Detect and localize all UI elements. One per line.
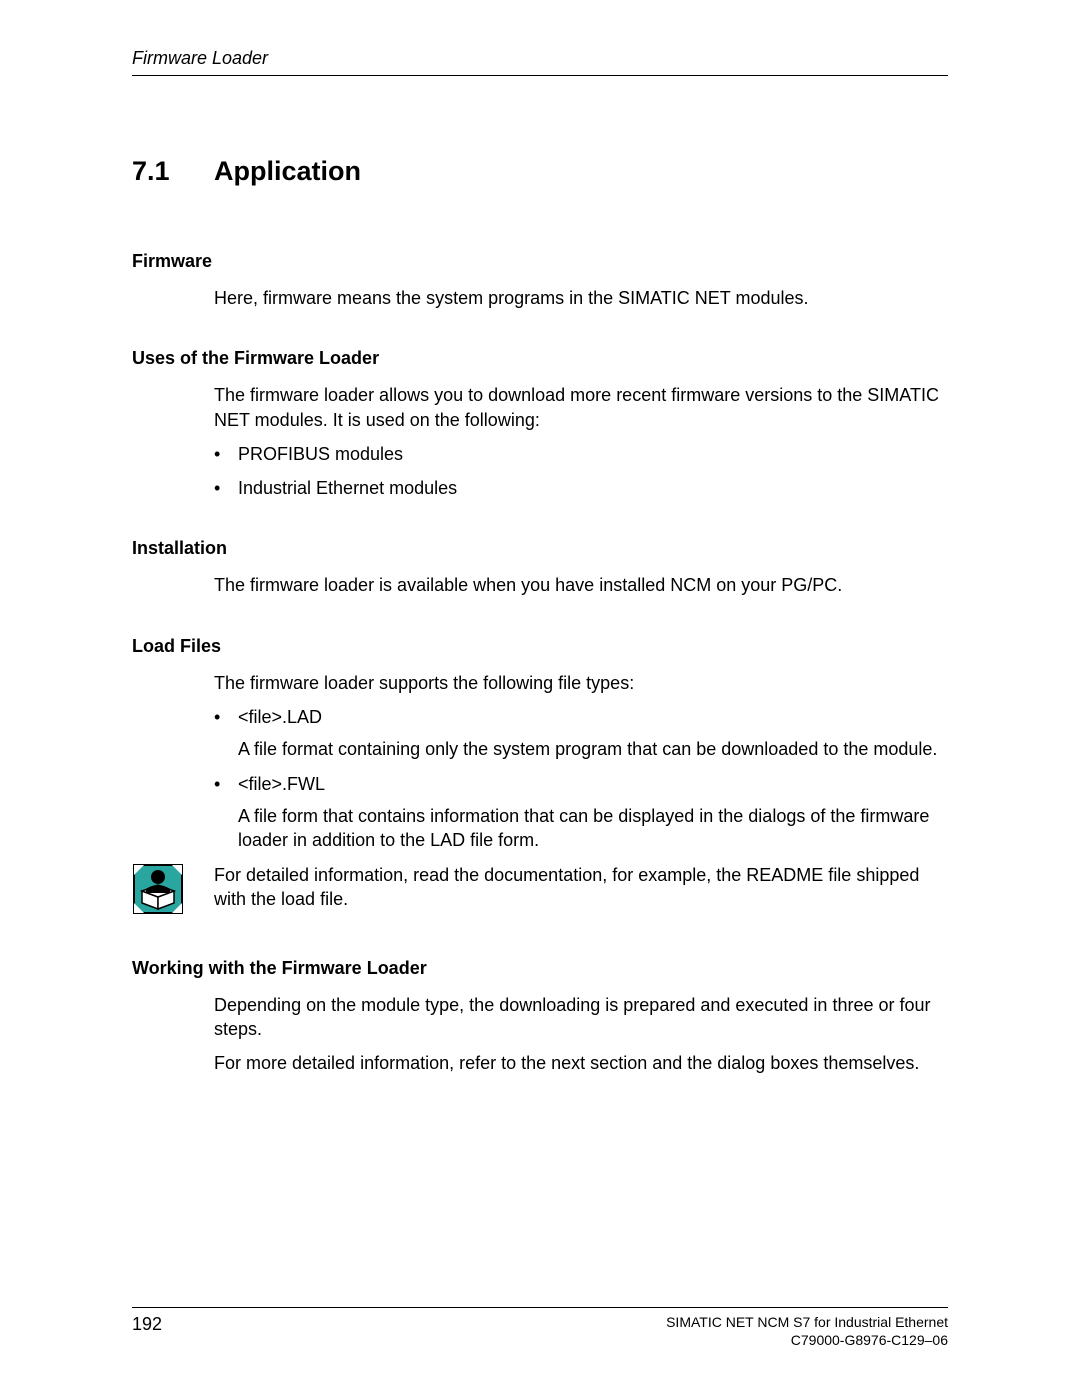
subhead-uses: Uses of the Firmware Loader bbox=[132, 348, 948, 369]
footer-doc-info: SIMATIC NET NCM S7 for Industrial Ethern… bbox=[666, 1314, 948, 1349]
paragraph: For more detailed information, refer to … bbox=[214, 1051, 948, 1075]
subhead-installation: Installation bbox=[132, 538, 948, 559]
list-item-text: PROFIBUS modules bbox=[238, 444, 403, 464]
page-number: 192 bbox=[132, 1314, 162, 1335]
list-item: <file>.FWL A file form that contains inf… bbox=[214, 772, 948, 853]
bullet-list: <file>.LAD A file format containing only… bbox=[214, 705, 948, 852]
paragraph: The firmware loader allows you to downlo… bbox=[214, 383, 948, 432]
section-title: 7.1 Application bbox=[132, 156, 948, 187]
paragraph: Depending on the module type, the downlo… bbox=[214, 993, 948, 1042]
note-row: For detailed information, read the docum… bbox=[132, 863, 948, 920]
paragraph: The firmware loader is available when yo… bbox=[214, 573, 948, 597]
list-item-text: <file>.LAD bbox=[238, 707, 322, 727]
list-item-sub: A file format containing only the system… bbox=[238, 737, 948, 761]
footer-doc-number: C79000-G8976-C129–06 bbox=[666, 1332, 948, 1350]
footer-product: SIMATIC NET NCM S7 for Industrial Ethern… bbox=[666, 1314, 948, 1332]
section-number: 7.1 bbox=[132, 156, 214, 187]
list-item-text: <file>.FWL bbox=[238, 774, 325, 794]
list-item-sub: A file form that contains information th… bbox=[238, 804, 948, 853]
page-footer: 192 SIMATIC NET NCM S7 for Industrial Et… bbox=[132, 1307, 948, 1349]
paragraph: The firmware loader supports the followi… bbox=[214, 671, 948, 695]
subhead-firmware: Firmware bbox=[132, 251, 948, 272]
chapter-title: Firmware Loader bbox=[132, 48, 268, 68]
subhead-load-files: Load Files bbox=[132, 636, 948, 657]
subhead-working: Working with the Firmware Loader bbox=[132, 958, 948, 979]
reader-icon bbox=[132, 863, 214, 920]
bullet-list: PROFIBUS modules Industrial Ethernet mod… bbox=[214, 442, 948, 501]
list-item: PROFIBUS modules bbox=[214, 442, 948, 466]
paragraph: Here, firmware means the system programs… bbox=[214, 286, 948, 310]
list-item: <file>.LAD A file format containing only… bbox=[214, 705, 948, 762]
list-item-text: Industrial Ethernet modules bbox=[238, 478, 457, 498]
running-header: Firmware Loader bbox=[132, 48, 948, 76]
section-heading: Application bbox=[214, 156, 361, 187]
list-item: Industrial Ethernet modules bbox=[214, 476, 948, 500]
note-text: For detailed information, read the docum… bbox=[214, 863, 948, 920]
